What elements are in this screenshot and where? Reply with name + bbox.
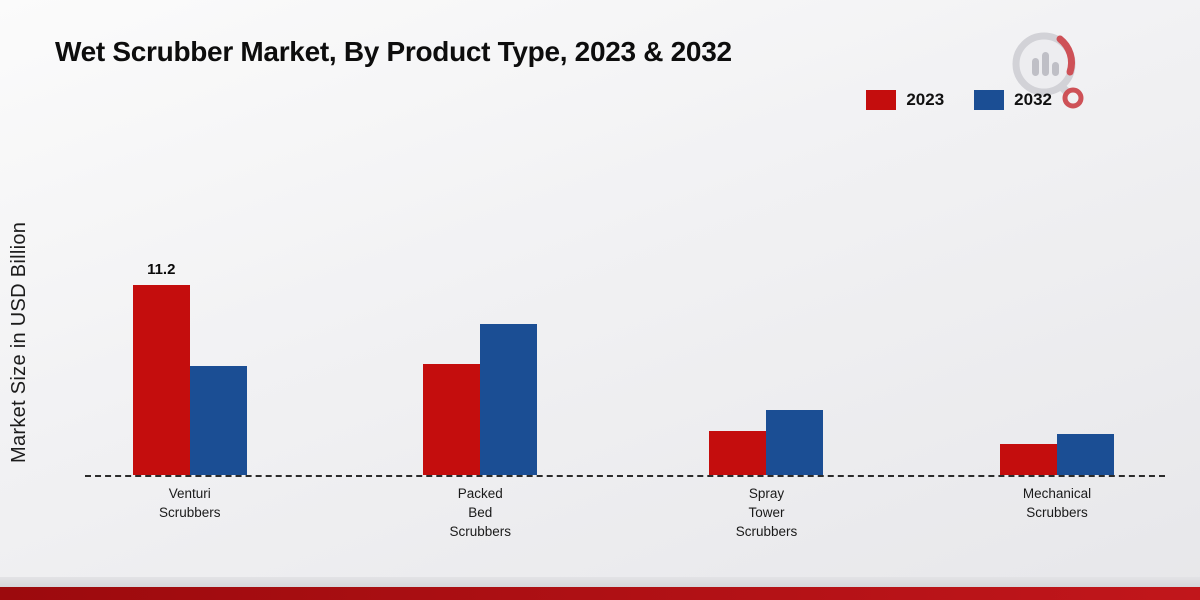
plot-area: 11.2 xyxy=(85,155,1165,475)
x-tick-label: Venturi Scrubbers xyxy=(158,486,221,520)
x-axis-labels: Venturi Scrubbers Packed Bed Scrubbers Spray T… xyxy=(85,484,1165,554)
footer-bar xyxy=(0,587,1200,600)
bar-group-venturi-scrubbers: 11.2 xyxy=(132,261,247,475)
bar-2032-spray-tower-scrubbers xyxy=(766,410,824,475)
legend-swatch-icon xyxy=(974,90,1005,110)
footer-divider xyxy=(0,577,1200,587)
bar-2023-packed-bed-scrubbers xyxy=(423,364,481,475)
x-tick-label: Mechanical Scrubbers xyxy=(1022,486,1092,520)
bar-2023-venturi-scrubbers: 11.2 xyxy=(132,261,190,475)
bar-2023-mechanical-scrubbers xyxy=(1000,444,1057,475)
legend-label: 2032 xyxy=(1014,90,1052,109)
bar-2023-spray-tower-scrubbers xyxy=(709,431,767,475)
x-tick-label: Packed Bed Scrubbers xyxy=(449,486,512,539)
x-axis-line xyxy=(85,475,1165,477)
bar-value-label: 11.2 xyxy=(147,261,176,278)
legend: 2023 2032 xyxy=(866,90,1052,110)
bar-group-mechanical-scrubbers xyxy=(1000,434,1114,475)
bar-2032-packed-bed-scrubbers xyxy=(480,324,538,475)
bar-group-spray-tower-scrubbers xyxy=(709,410,824,475)
legend-label: 2023 xyxy=(906,90,945,109)
y-axis-label: Market Size in USD Billion xyxy=(8,221,30,464)
bar-group-packed-bed-scrubbers xyxy=(423,324,538,475)
x-tick-label: Spray Tower Scrubbers xyxy=(735,486,798,539)
legend-item-2023: 2023 xyxy=(866,90,944,110)
legend-swatch-icon xyxy=(866,90,897,110)
brand-logo-icon xyxy=(994,22,1090,118)
bar-2032-venturi-scrubbers xyxy=(189,366,247,475)
chart-title: Wet Scrubber Market, By Product Type, 20… xyxy=(55,36,732,67)
bar-2032-mechanical-scrubbers xyxy=(1057,434,1114,475)
legend-item-2032: 2032 xyxy=(974,90,1052,110)
